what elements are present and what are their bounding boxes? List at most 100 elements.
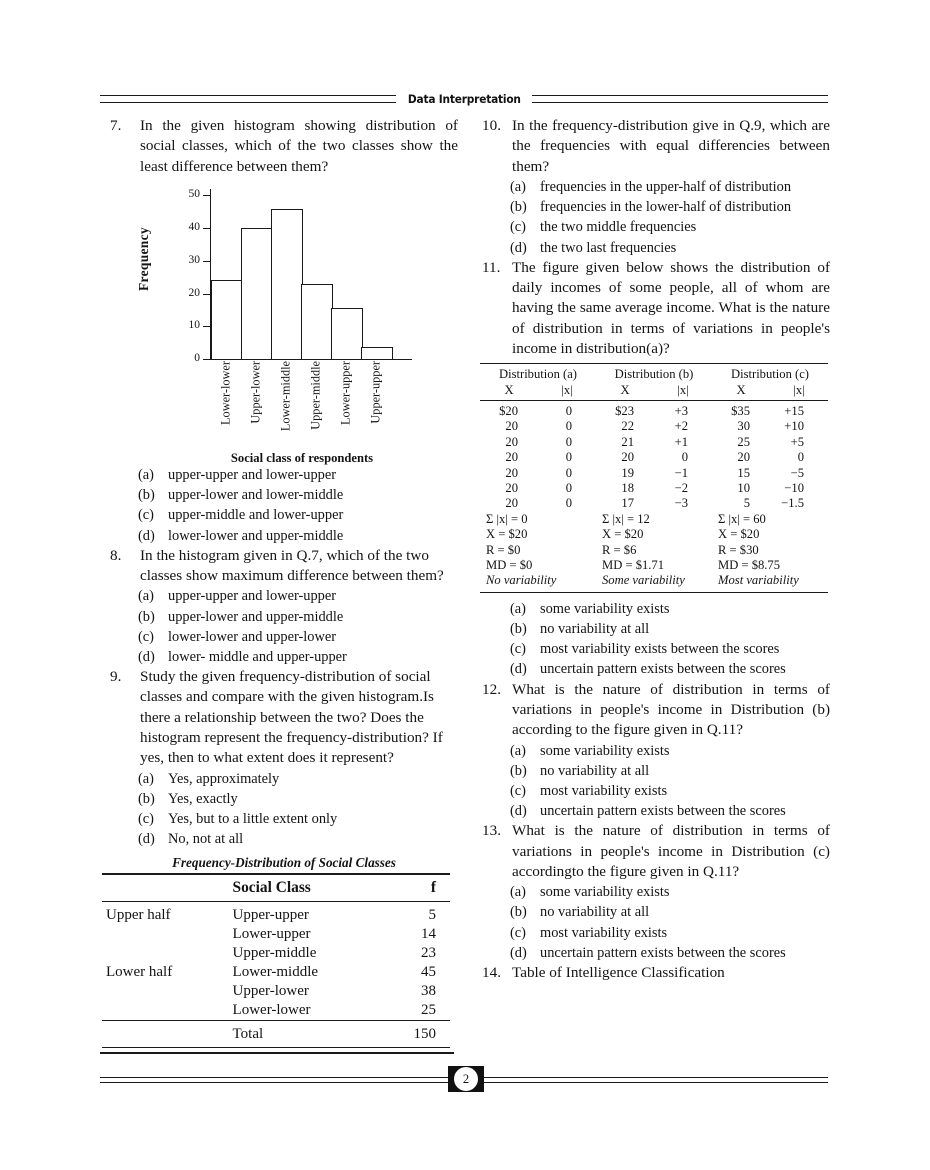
distribution-summary-line: R = $30 xyxy=(718,542,759,557)
distribution-summary-line: R = $6 xyxy=(602,542,637,557)
question-7-option-c[interactable]: (c) upper-middle and lower-upper xyxy=(110,505,458,525)
chart-x-tick: Upper-lower xyxy=(241,361,271,447)
option-text: the two middle frequencies xyxy=(540,219,697,236)
chart-x-tick: Lower-middle xyxy=(271,361,301,447)
chart-x-tick-label: Lower-middle xyxy=(278,360,293,431)
question-14: 14. Table of Intelligence Classification xyxy=(482,963,830,983)
question-11-option-c[interactable]: (c) most variability exists between the s… xyxy=(482,639,830,659)
question-9-number: 9. xyxy=(110,668,122,686)
question-10-option-a[interactable]: (a) frequencies in the upper-half of dist… xyxy=(482,177,830,197)
chart-bar xyxy=(361,347,393,359)
distribution-summary-line: R = $0 xyxy=(486,542,521,557)
chart-bar xyxy=(211,280,243,359)
freq-total-label: Total xyxy=(232,1020,386,1049)
distribution-summary: Σ |x| = 12 X = $20 R = $6 MD = $1.71 Some va… xyxy=(596,512,712,589)
chart-x-tick: Lower-lower xyxy=(211,361,241,447)
question-9-option-d[interactable]: (d) No, not at all xyxy=(110,829,458,849)
option-label: (c) xyxy=(510,219,526,236)
question-13-option-c[interactable]: (c) most variability exists xyxy=(482,923,830,943)
option-text: Yes, approximately xyxy=(168,770,280,787)
distribution-x-value: 10 xyxy=(737,481,750,496)
option-text: some variability exists xyxy=(540,600,670,617)
distribution-x-value: 18 xyxy=(621,481,634,496)
question-12-options: (a) some variability exists (b) no variabil… xyxy=(482,741,830,822)
table-row: Upper-middle 23 xyxy=(102,944,450,963)
question-13-number: 13. xyxy=(482,822,501,840)
distribution-abs-value: +10 xyxy=(784,419,804,434)
question-9-text: Study the given frequency-distribution o… xyxy=(140,668,443,767)
question-12-option-d[interactable]: (d) uncertain pattern exists between the … xyxy=(482,801,830,821)
option-label: (d) xyxy=(138,648,155,665)
table-row: 20 0 xyxy=(480,496,596,511)
question-13-option-a[interactable]: (a) some variability exists xyxy=(482,882,830,902)
freq-table-caption: Frequency-Distribution of Social Classes xyxy=(172,855,396,871)
question-9-option-b[interactable]: (b) Yes, exactly xyxy=(110,789,458,809)
option-text: uncertain pattern exists between the sco… xyxy=(540,944,786,961)
chart-bar xyxy=(241,228,273,359)
question-13-option-d[interactable]: (d) uncertain pattern exists between the … xyxy=(482,943,830,963)
question-9-options: (a) Yes, approximately (b) Yes, exactly (c) Y… xyxy=(110,769,458,850)
option-label: (d) xyxy=(510,803,527,820)
distribution-summary-line: Σ |x| = 12 xyxy=(602,511,650,526)
freq-class-cell: Upper-lower xyxy=(232,983,309,1000)
question-11-option-b[interactable]: (b) no variability at all xyxy=(482,619,830,639)
question-9-option-c[interactable]: (c) Yes, but to a little extent only xyxy=(110,809,458,829)
option-text: Yes, but to a little extent only xyxy=(168,811,338,827)
distribution-x-value: 20 xyxy=(505,434,518,449)
option-text: upper-middle and lower-upper xyxy=(168,507,344,524)
table-row: 30 +10 xyxy=(712,419,828,434)
question-12-option-c[interactable]: (c) most variability exists xyxy=(482,781,830,801)
question-10-option-c[interactable]: (c) the two middle frequencies xyxy=(482,217,830,237)
chart-x-tick: Upper-middle xyxy=(301,361,331,447)
question-8-option-a[interactable]: (a) upper-upper and lower-upper xyxy=(110,586,458,606)
distribution-group-header: Distribution (b) X |x| xyxy=(596,367,712,398)
option-text: most variability exists between the scor… xyxy=(540,641,780,658)
question-8-option-d[interactable]: (d) lower- middle and upper-upper xyxy=(110,647,458,667)
question-8-text: In the histogram given in Q.7, which of … xyxy=(140,546,444,584)
option-text: lower-lower and upper-middle xyxy=(168,527,344,544)
question-11-options: (a) some variability exists (b) no variabil… xyxy=(482,599,830,680)
distribution-verdict: Some variability xyxy=(602,573,685,588)
freq-value-cell: 25 xyxy=(421,1002,436,1019)
question-13-option-b[interactable]: (b) no variability at all xyxy=(482,902,830,922)
option-text: Yes, exactly xyxy=(168,790,238,807)
freq-class-cell: Lower-middle xyxy=(232,964,319,981)
question-11-option-a[interactable]: (a) some variability exists xyxy=(482,599,830,619)
chart-x-tick-label: Upper-upper xyxy=(368,360,383,424)
question-8-option-b[interactable]: (b) upper-lower and upper-middle xyxy=(110,607,458,627)
question-11: 11. The figure given below shows the dis… xyxy=(482,258,830,359)
chart-y-axis-label: Frequency xyxy=(136,226,151,291)
distribution-x-value: 20 xyxy=(505,450,518,465)
question-8: 8. In the histogram given in Q.7, which … xyxy=(110,546,458,587)
distribution-subheader-cell: |x| xyxy=(677,382,689,397)
question-7-option-b[interactable]: (b) upper-lower and lower-middle xyxy=(110,485,458,505)
chart-x-axis-label: Social class of respondents xyxy=(230,450,374,465)
question-12-option-b[interactable]: (b) no variability at all xyxy=(482,761,830,781)
freq-half-cell xyxy=(102,925,233,944)
distribution-abs-value: −3 xyxy=(674,496,688,511)
option-text: lower-lower and upper-lower xyxy=(168,628,337,645)
question-8-option-c[interactable]: (c) lower-lower and upper-lower xyxy=(110,627,458,647)
chart-y-tick-label: 20 xyxy=(188,286,201,299)
question-7-number: 7. xyxy=(110,117,122,134)
question-7-option-a[interactable]: (a) upper-upper and lower-upper xyxy=(110,465,458,485)
question-10-option-d[interactable]: (d) the two last frequencies xyxy=(482,238,830,258)
right-column: 10. In the frequency-distribution give i… xyxy=(480,116,830,983)
question-11-option-d[interactable]: (d) uncertain pattern exists between the … xyxy=(482,659,830,679)
question-11-number: 11. xyxy=(482,258,501,276)
chart-bar xyxy=(331,308,363,359)
distribution-x-value: 17 xyxy=(621,496,634,511)
table-row: 19 −1 xyxy=(596,466,712,481)
question-9-option-a[interactable]: (a) Yes, approximately xyxy=(110,769,458,789)
question-7-text: In the given histogram showing distribut… xyxy=(140,117,458,175)
chart-x-tick-label: Upper-lower xyxy=(248,360,263,424)
question-7-option-d[interactable]: (d) lower-lower and upper-middle xyxy=(110,526,458,546)
option-label: (d) xyxy=(510,239,527,256)
question-12-option-a[interactable]: (a) some variability exists xyxy=(482,741,830,761)
question-10-option-b[interactable]: (b) frequencies in the lower-half of dist… xyxy=(482,197,830,217)
distribution-subheader-cell: X xyxy=(504,382,514,397)
option-label: (a) xyxy=(138,588,154,605)
distribution-subheaders: X |x| xyxy=(480,383,596,398)
option-label: (c) xyxy=(138,811,154,827)
distribution-abs-value: 0 xyxy=(565,450,572,465)
